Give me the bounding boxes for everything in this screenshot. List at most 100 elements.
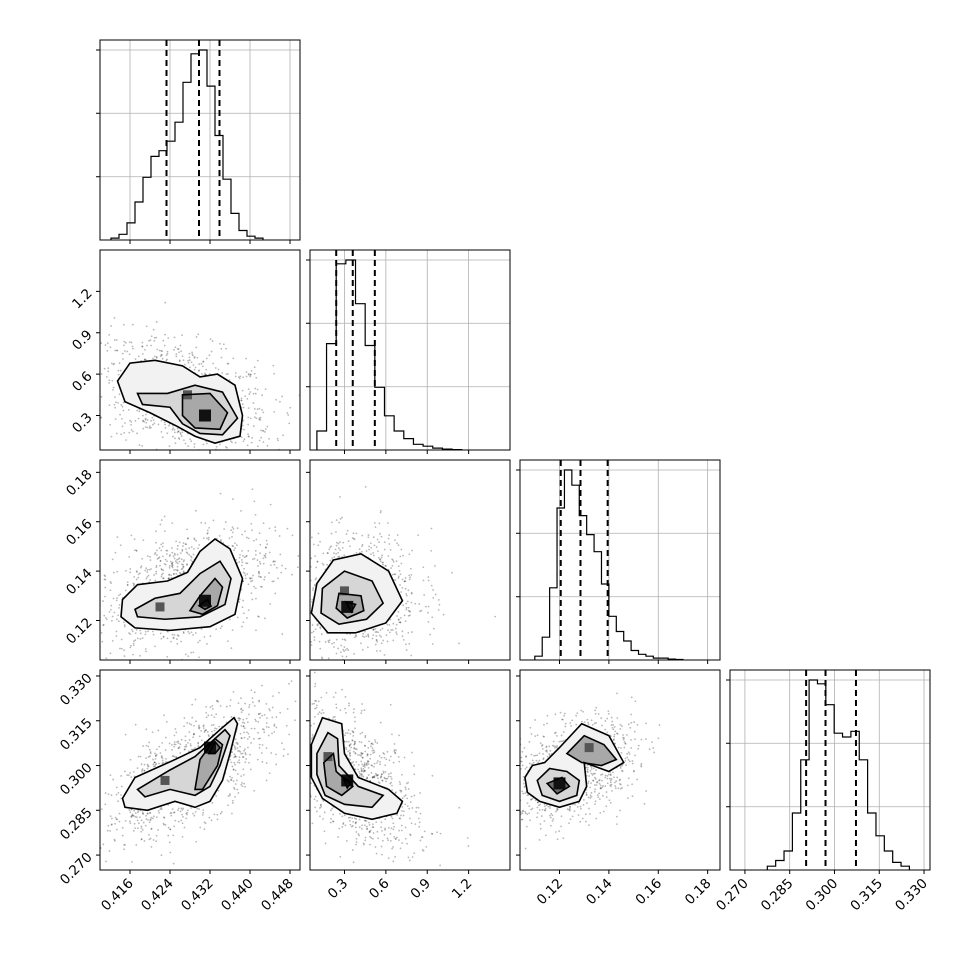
scatter-point: [203, 731, 206, 734]
scatter-point: [266, 543, 269, 546]
scatter-point: [275, 753, 277, 756]
scatter-point: [360, 774, 363, 777]
scatter-point: [175, 474, 177, 476]
scatter-point: [242, 725, 245, 728]
scatter-point: [234, 547, 236, 550]
scatter-point: [400, 562, 403, 565]
scatter-point: [155, 356, 158, 359]
scatter-point: [272, 560, 275, 563]
scatter-point: [313, 639, 316, 641]
scatter-point: [235, 779, 238, 782]
scatter-point: [364, 750, 367, 753]
scatter-point: [265, 725, 268, 728]
scatter-point: [232, 780, 235, 782]
scatter-point: [358, 834, 360, 837]
scatter-point: [351, 849, 354, 851]
scatter-point: [243, 782, 246, 785]
scatter-point: [233, 786, 235, 789]
scatter-point: [254, 392, 257, 395]
scatter-point: [174, 728, 177, 730]
scatter-point: [196, 807, 199, 810]
contour-line: [116, 359, 244, 444]
scatter-point: [260, 436, 263, 439]
scatter-point: [286, 707, 289, 710]
scatter-point: [133, 809, 135, 812]
scatter-point: [377, 777, 379, 780]
scatter-point: [144, 358, 147, 361]
scatter-point: [185, 551, 188, 554]
scatter-point: [134, 723, 137, 726]
scatter-point: [132, 653, 134, 656]
scatter-point: [244, 702, 246, 705]
scatter-point: [403, 810, 405, 813]
scatter-point: [144, 417, 147, 420]
scatter-point: [132, 644, 135, 647]
scatter-point: [258, 700, 261, 703]
scatter-point: [103, 578, 106, 581]
scatter-point: [115, 828, 118, 831]
scatter-point: [312, 561, 314, 563]
scatter-point: [244, 753, 247, 756]
scatter-point: [260, 429, 262, 432]
scatter-point: [451, 571, 453, 574]
scatter-point: [234, 795, 236, 798]
scatter-point: [401, 773, 403, 776]
scatter-point: [172, 555, 175, 558]
scatter-point: [405, 606, 408, 609]
scatter-point: [418, 603, 421, 605]
scatter-point: [280, 615, 282, 617]
scatter-point: [93, 664, 95, 666]
scatter-point: [235, 755, 237, 758]
scatter-point: [144, 569, 147, 572]
scatter-point: [89, 596, 91, 598]
scatter-point: [173, 573, 175, 576]
scatter-point: [417, 806, 420, 809]
scatter-point: [147, 756, 150, 758]
scatter-point: [360, 741, 363, 744]
scatter-point: [110, 362, 113, 365]
scatter-point: [361, 770, 364, 772]
scatter-point: [161, 350, 164, 352]
scatter-point: [302, 630, 304, 632]
scatter-point: [389, 755, 392, 758]
scatter-point: [235, 741, 238, 744]
scatter-point: [117, 369, 120, 372]
scatter-point: [137, 355, 140, 358]
scatter-point: [141, 353, 144, 355]
scatter-point: [130, 815, 133, 818]
scatter-point: [200, 729, 203, 732]
scatter-point: [306, 646, 308, 648]
scatter-point: [190, 555, 192, 558]
scatter-point: [398, 621, 401, 624]
scatter-point: [302, 632, 304, 634]
scatter-point: [358, 548, 361, 551]
scatter-point: [231, 777, 233, 779]
scatter-point: [217, 789, 220, 792]
scatter-point: [410, 883, 412, 885]
scatter-point: [273, 660, 275, 662]
scatter-point: [290, 605, 292, 607]
scatter-point: [185, 548, 187, 551]
scatter-point: [362, 765, 365, 768]
scatter-point: [303, 604, 305, 606]
scatter-point: [173, 348, 175, 351]
scatter-point: [159, 559, 162, 562]
scatter-point: [176, 634, 179, 637]
scatter-point: [296, 560, 298, 562]
scatter-point: [191, 353, 194, 355]
scatter-point: [253, 366, 256, 369]
scatter-point: [210, 350, 213, 353]
scatter-point: [307, 591, 309, 593]
scatter-point: [295, 541, 297, 543]
scatter-point: [247, 609, 250, 612]
scatter-point: [135, 844, 138, 846]
scatter-point: [203, 828, 206, 831]
scatter-point: [247, 746, 249, 749]
scatter-point: [367, 635, 370, 638]
scatter-point: [158, 502, 160, 504]
scatter-point: [273, 410, 276, 413]
scatter-point: [108, 334, 111, 336]
scatter-point: [176, 569, 179, 572]
scatter-point: [247, 537, 250, 540]
scatter-point: [173, 743, 176, 746]
